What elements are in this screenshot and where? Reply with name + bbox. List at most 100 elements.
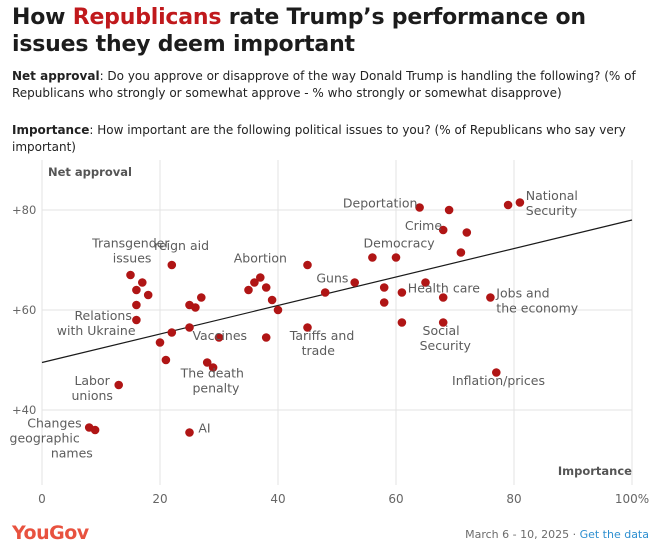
data-point — [161, 355, 171, 365]
data-point — [167, 260, 177, 270]
x-tick-label: 80 — [506, 492, 521, 506]
point-label: the economy — [496, 301, 578, 316]
point-label: geographic — [10, 431, 80, 446]
footer-source: March 6 - 10, 2025 · Get the data — [465, 528, 649, 541]
importance-text: : How important are the following politi… — [12, 123, 626, 154]
data-point — [208, 363, 218, 372]
importance-description: Importance: How important are the follow… — [12, 122, 644, 156]
data-point — [421, 278, 430, 287]
data-point — [132, 300, 141, 310]
data-point — [202, 358, 212, 367]
net-approval-description: Net approval: Do you approve or disappro… — [12, 68, 644, 102]
data-point — [167, 328, 177, 337]
data-point — [379, 283, 389, 292]
point-label: Labor — [74, 373, 110, 388]
data-point — [438, 318, 448, 327]
importance-label: Importance — [12, 123, 90, 137]
net-approval-label: Net approval — [12, 69, 100, 83]
y-tick-label: +40 — [12, 403, 36, 417]
data-point — [155, 338, 165, 347]
data-point — [255, 273, 265, 282]
point-label: reign aid — [154, 238, 209, 253]
data-point — [90, 425, 100, 435]
data-point — [126, 270, 135, 280]
point-label: Democracy — [364, 236, 436, 251]
scatter-chart: 0 20 40 60 80 100% +40 +60 +80 Net approval Import… — [10, 160, 649, 506]
data-point — [303, 260, 312, 270]
data-point — [368, 253, 377, 262]
data-point — [391, 253, 401, 262]
data-point — [486, 293, 495, 302]
point-label: Security — [526, 203, 578, 218]
data-point — [191, 303, 200, 312]
data-point — [303, 323, 312, 332]
point-label: Social — [423, 323, 460, 338]
data-point — [138, 278, 147, 287]
x-axis-title: Importance — [558, 464, 632, 478]
data-point — [132, 315, 141, 325]
x-tick-label: 100% — [615, 492, 649, 506]
data-point — [261, 283, 271, 292]
x-tick-label: 40 — [270, 492, 285, 506]
y-axis-title: Net approval — [48, 165, 132, 179]
data-point — [244, 285, 253, 295]
point-label: names — [51, 446, 93, 461]
data-point — [444, 205, 454, 215]
survey-date: March 6 - 10, 2025 · — [465, 528, 580, 541]
point-label: Deportation — [343, 196, 418, 211]
data-point — [185, 323, 194, 332]
data-point — [462, 228, 472, 237]
y-tick-label: +80 — [12, 203, 36, 217]
point-label: Jobs and — [495, 286, 549, 301]
data-point — [267, 295, 277, 305]
chart-title: How Republicans rate Trump’s performance… — [12, 5, 586, 57]
data-point — [143, 290, 153, 300]
x-tick-label: 20 — [152, 492, 167, 506]
data-point — [438, 293, 448, 302]
y-tick-label: +60 — [12, 303, 36, 317]
data-point — [397, 318, 407, 327]
point-label: Vaccines — [192, 328, 247, 343]
data-point — [350, 278, 360, 287]
data-point — [114, 380, 123, 390]
point-label: Health care — [408, 281, 480, 296]
point-label: Security — [420, 338, 472, 353]
data-point — [320, 288, 330, 297]
data-point — [197, 293, 206, 302]
data-point — [185, 428, 194, 437]
point-label: Transgender — [91, 236, 170, 251]
x-tick-label: 60 — [388, 492, 403, 506]
point-label: National — [526, 188, 578, 203]
data-point — [132, 285, 141, 295]
point-label: Guns — [316, 271, 348, 286]
x-tick-label: 0 — [38, 492, 46, 506]
point-label: The death — [180, 366, 244, 381]
yougov-logo: YouGov — [12, 522, 89, 544]
point-label: with Ukraine — [57, 323, 136, 338]
point-label: AI — [198, 421, 210, 436]
data-point — [250, 278, 259, 287]
data-point — [261, 333, 271, 342]
data-point — [503, 200, 513, 210]
point-label: Abortion — [234, 251, 287, 266]
point-label: trade — [302, 343, 336, 358]
data-point — [456, 248, 466, 257]
data-point — [415, 203, 424, 212]
point-label: penalty — [192, 381, 240, 396]
data-point — [379, 298, 389, 307]
point-label: Inflation/prices — [452, 373, 545, 388]
get-data-link[interactable]: Get the data — [579, 528, 649, 541]
data-point — [273, 305, 283, 315]
point-label: Relations — [74, 308, 131, 323]
point-label: issues — [113, 251, 152, 266]
data-point — [492, 368, 501, 377]
point-label: Changes — [27, 416, 81, 431]
data-point — [397, 288, 407, 297]
net-approval-text: : Do you approve or disapprove of the wa… — [12, 69, 636, 100]
point-label: Crime — [405, 218, 443, 233]
title-highlight: Republicans — [72, 5, 222, 30]
data-point — [214, 333, 224, 342]
point-label: Tariffs and — [289, 328, 354, 343]
data-point — [515, 198, 525, 207]
data-point — [438, 225, 448, 235]
